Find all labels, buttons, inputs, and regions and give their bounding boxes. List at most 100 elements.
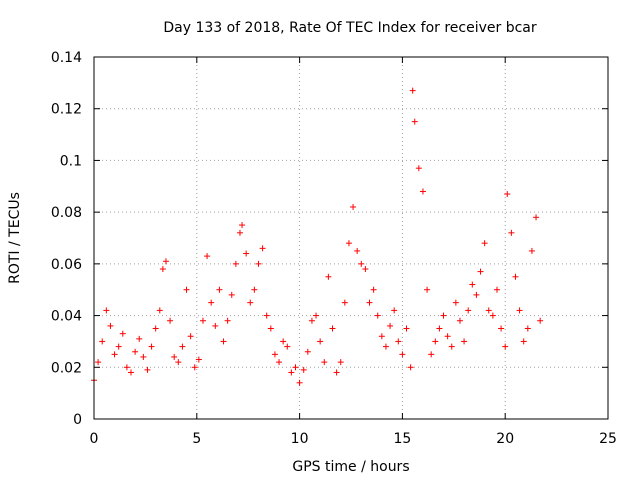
data-point: [232, 260, 239, 267]
data-point: [350, 203, 357, 210]
data-point: [432, 338, 439, 345]
x-axis-label: GPS time / hours: [292, 459, 409, 475]
data-point: [504, 191, 511, 198]
data-point: [469, 281, 476, 288]
x-tick-labels: 0 5 10 15 20 25: [90, 431, 617, 447]
data-point: [280, 338, 287, 345]
data-point: [345, 240, 352, 247]
data-point: [199, 317, 206, 324]
data-point: [537, 317, 544, 324]
data-point: [448, 343, 455, 350]
data-point: [436, 325, 443, 332]
data-point: [167, 317, 174, 324]
data-point: [132, 348, 139, 355]
data-point: [498, 325, 505, 332]
data-point: [308, 317, 315, 324]
data-point: [195, 356, 202, 363]
data-point: [391, 307, 398, 314]
x-tick-label: 20: [496, 431, 514, 447]
data-point: [461, 338, 468, 345]
x-tick-label: 10: [291, 431, 309, 447]
data-point: [103, 307, 110, 314]
data-point: [247, 299, 254, 306]
data-point: [387, 322, 394, 329]
y-tick-label: 0.06: [51, 257, 82, 273]
data-point: [251, 286, 258, 293]
data-point: [528, 247, 535, 254]
data-point: [489, 312, 496, 319]
data-point: [493, 286, 500, 293]
data-point: [140, 353, 147, 360]
data-point: [152, 325, 159, 332]
data-point: [456, 317, 463, 324]
data-point: [236, 229, 243, 236]
data-point: [263, 312, 270, 319]
y-tick-label: 0.1: [60, 153, 82, 169]
data-point: [136, 335, 143, 342]
data-point: [119, 330, 126, 337]
data-point: [333, 369, 340, 376]
data-point: [95, 359, 102, 366]
x-tick-label: 25: [599, 431, 617, 447]
data-point: [128, 369, 135, 376]
data-point: [123, 364, 130, 371]
data-point: [179, 343, 186, 350]
data-point: [243, 250, 250, 257]
data-point: [485, 307, 492, 314]
data-point: [107, 322, 114, 329]
data-point: [415, 165, 422, 172]
x-tick-label: 5: [192, 431, 201, 447]
chart-title: Day 133 of 2018, Rate Of TEC Index for r…: [163, 20, 537, 36]
data-point: [409, 87, 416, 94]
data-point: [411, 118, 418, 125]
data-point: [183, 286, 190, 293]
data-point: [440, 312, 447, 319]
data-point: [452, 299, 459, 306]
data-point: [148, 343, 155, 350]
data-point: [407, 364, 414, 371]
data-point: [267, 325, 274, 332]
x-tick-label: 0: [90, 431, 99, 447]
data-point: [224, 317, 231, 324]
data-point: [329, 325, 336, 332]
data-point: [337, 359, 344, 366]
data-point: [304, 348, 311, 355]
data-point: [321, 359, 328, 366]
data-point: [354, 247, 361, 254]
y-tick-label: 0: [73, 412, 82, 428]
data-point: [325, 273, 332, 280]
data-point: [115, 343, 122, 350]
data-point: [465, 307, 472, 314]
data-point: [520, 338, 527, 345]
data-point: [144, 366, 151, 373]
data-point: [382, 343, 389, 350]
data-point: [276, 359, 283, 366]
y-tick-label: 0.02: [51, 360, 82, 376]
data-point: [216, 286, 223, 293]
data-point: [162, 258, 169, 265]
axis-ticks: [93, 56, 609, 420]
data-point: [370, 286, 377, 293]
y-tick-label: 0.12: [51, 102, 82, 118]
data-point: [477, 268, 484, 275]
data-point: [481, 240, 488, 247]
data-point: [358, 260, 365, 267]
data-point: [259, 245, 266, 252]
y-tick-labels: 0 0.02 0.04 0.06 0.08 0.1 0.12 0.14: [51, 50, 82, 428]
data-point: [271, 351, 278, 358]
data-point: [187, 333, 194, 340]
data-point: [159, 266, 166, 273]
data-point: [296, 379, 303, 386]
y-tick-label: 0.04: [51, 309, 82, 325]
plot-frame: [93, 56, 609, 420]
data-point: [419, 188, 426, 195]
data-point: [175, 359, 182, 366]
data-point: [424, 286, 431, 293]
data-point: [444, 333, 451, 340]
data-point: [403, 325, 410, 332]
data-point: [512, 273, 519, 280]
data-point: [191, 364, 198, 371]
grid-lines: [94, 57, 608, 419]
data-point: [362, 266, 369, 273]
